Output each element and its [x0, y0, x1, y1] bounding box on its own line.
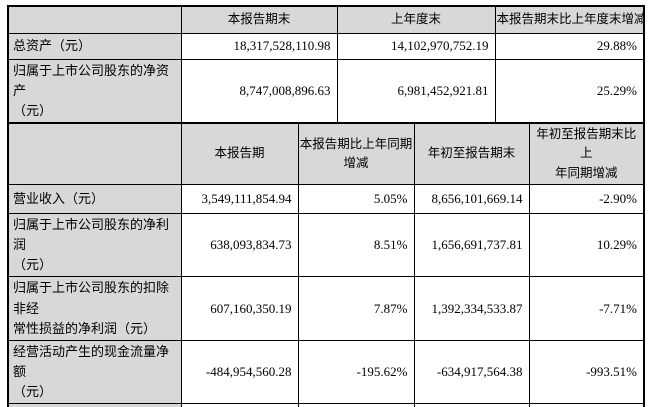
value-total-assets-change: 29.88% — [494, 32, 645, 60]
value-revenue-ytd-yoy: -2.90% — [528, 184, 645, 215]
value-net-assets-prior: 6,981,452,921.81 — [336, 58, 496, 124]
value-operating-cash-flow-ytd-yoy: -993.51% — [528, 339, 645, 405]
value-basic-eps-ytd-yoy: 9.93% — [528, 403, 645, 407]
value-net-assets-change: 25.29% — [494, 58, 645, 124]
table1-header-row: 本报告期末 上年度末 本报告期末比上年度末增减 — [7, 5, 645, 34]
value-deducted-net-profit-ytd-yoy: -7.71% — [528, 276, 645, 341]
table-row-revenue: 营业收入（元） 3,549,111,854.94 5.05% 8,656,101… — [7, 184, 645, 215]
value-revenue-ytd: 8,656,101,669.14 — [413, 184, 530, 215]
value-net-profit-current: 638,093,834.73 — [180, 213, 299, 278]
label-deducted-net-profit: 归属于上市公司股东的扣除非经 常性损益的净利润（元） — [7, 276, 182, 341]
table2-header-row: 本报告期 本报告期比上年同期 增减 年初至报告期末 年初至报告期末比上 年同期增… — [7, 122, 645, 186]
header-current-period: 本报告期 — [180, 122, 299, 186]
value-net-profit-ytd-yoy: 10.29% — [528, 213, 645, 278]
table-row-deducted-net-profit: 归属于上市公司股东的扣除非经 常性损益的净利润（元） 607,160,350.1… — [7, 276, 645, 341]
header-change-vs-prior-year-end: 本报告期末比上年度末增减 — [494, 5, 645, 34]
table-row-basic-eps: 基本每股收益（元/股） 0.60 9.09% 1.55 9.93% — [7, 403, 645, 407]
value-deducted-net-profit-yoy: 7.87% — [297, 276, 415, 341]
value-net-profit-ytd: 1,656,691,737.81 — [413, 213, 530, 278]
value-operating-cash-flow-current: -484,954,560.28 — [180, 339, 299, 405]
table-row-net-profit: 归属于上市公司股东的净利润 （元） 638,093,834.73 8.51% 1… — [7, 213, 645, 278]
label-revenue: 营业收入（元） — [7, 184, 182, 215]
header-ytd-yoy-change: 年初至报告期末比上 年同期增减 — [528, 122, 645, 186]
table-row-total-assets: 总资产（元） 18,317,528,110.98 14,102,970,752.… — [7, 32, 645, 60]
table-row-operating-cash-flow: 经营活动产生的现金流量净额 （元） -484,954,560.28 -195.6… — [7, 339, 645, 405]
value-operating-cash-flow-yoy: -195.62% — [297, 339, 415, 405]
value-deducted-net-profit-ytd: 1,392,334,533.87 — [413, 276, 530, 341]
value-revenue-yoy: 5.05% — [297, 184, 415, 215]
value-total-assets-current: 18,317,528,110.98 — [180, 32, 338, 60]
value-total-assets-prior: 14,102,970,752.19 — [336, 32, 496, 60]
period-performance-table: 本报告期 本报告期比上年同期 增减 年初至报告期末 年初至报告期末比上 年同期增… — [7, 121, 645, 407]
table2-corner-cell — [7, 122, 182, 186]
value-deducted-net-profit-current: 607,160,350.19 — [180, 276, 299, 341]
value-net-assets-current: 8,747,008,896.63 — [180, 58, 338, 124]
period-end-summary-table: 本报告期末 上年度末 本报告期末比上年度末增减 总资产（元） 18,317,52… — [7, 5, 645, 124]
label-net-profit: 归属于上市公司股东的净利润 （元） — [7, 213, 182, 278]
value-revenue-current: 3,549,111,854.94 — [180, 184, 299, 215]
header-yoy-change: 本报告期比上年同期 增减 — [297, 122, 415, 186]
value-net-profit-yoy: 8.51% — [297, 213, 415, 278]
value-operating-cash-flow-ytd: -634,917,564.38 — [413, 339, 530, 405]
header-current-period-end: 本报告期末 — [180, 5, 338, 34]
label-total-assets: 总资产（元） — [7, 32, 182, 60]
header-prior-year-end: 上年度末 — [336, 5, 496, 34]
table1-corner-cell — [7, 5, 182, 34]
label-operating-cash-flow: 经营活动产生的现金流量净额 （元） — [7, 339, 182, 405]
header-ytd: 年初至报告期末 — [413, 122, 530, 186]
label-net-assets: 归属于上市公司股东的净资产 （元） — [7, 58, 182, 124]
table-row-net-assets: 归属于上市公司股东的净资产 （元） 8,747,008,896.63 6,981… — [7, 58, 645, 124]
